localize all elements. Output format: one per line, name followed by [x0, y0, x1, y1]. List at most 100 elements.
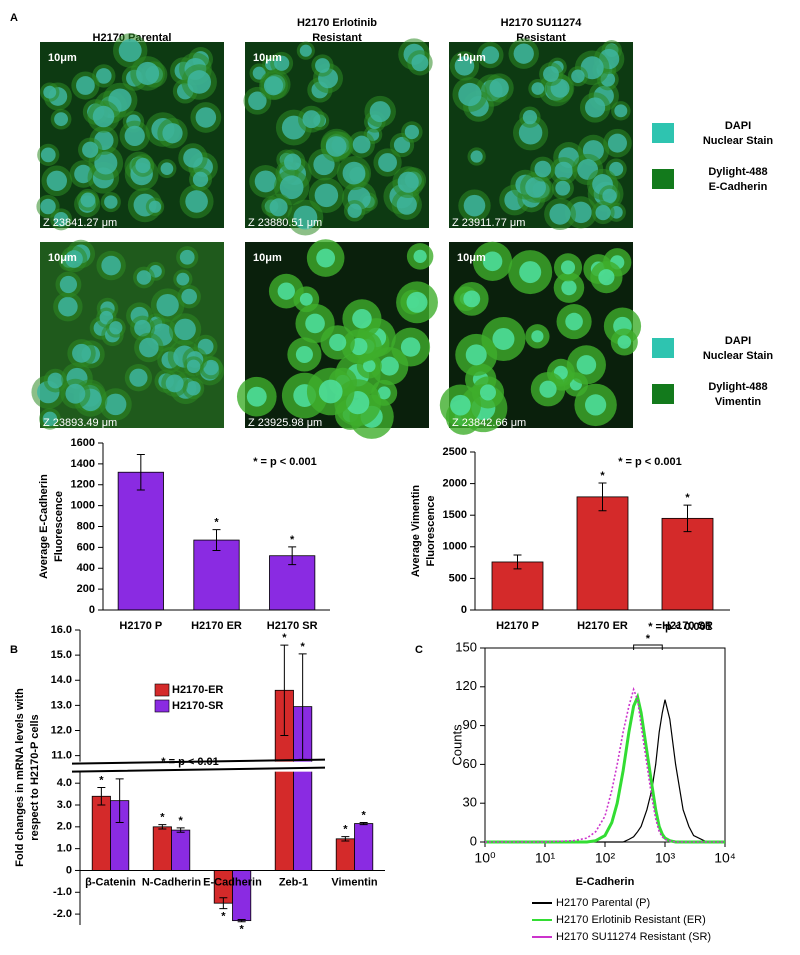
nucleus [139, 337, 159, 358]
nucleus [463, 290, 481, 308]
nucleus [481, 46, 500, 64]
x-axis-label: E-Cadherin [576, 876, 635, 888]
error-bar [237, 919, 246, 923]
legend-label: Nuclear Stain [703, 135, 774, 147]
y-tick-label: 11.0 [51, 750, 72, 762]
z-label: Z 23893.49 μm [43, 417, 117, 429]
y-tick-label: 2500 [443, 446, 467, 458]
bar [354, 823, 374, 871]
nucleus [560, 260, 576, 275]
image-column-title: Resistant [312, 32, 362, 44]
y-tick-label: 1500 [443, 509, 467, 521]
legend-label: H2170 SU11274 Resistant (SR) [556, 931, 711, 943]
error-bar [136, 453, 145, 491]
nucleus [531, 330, 544, 343]
nucleus [543, 66, 559, 83]
nucleus [118, 39, 142, 62]
y-tick-label: 500 [449, 572, 467, 584]
legend-swatch [652, 338, 674, 358]
nucleus [525, 177, 546, 198]
annotation: * = p < 0.001 [253, 456, 317, 468]
nucleus [104, 393, 127, 416]
significance-bracket [633, 644, 663, 650]
nucleus [76, 76, 95, 95]
bar [335, 838, 355, 871]
nucleus [65, 383, 86, 404]
legend-swatch [652, 169, 674, 189]
nucleus [183, 148, 203, 168]
y-tick-label: 30 [463, 795, 477, 810]
nucleus [585, 97, 606, 118]
nucleus [186, 359, 201, 374]
axis-break-lines [71, 758, 326, 773]
nucleus [519, 261, 542, 284]
nucleus [136, 61, 160, 85]
nucleus [397, 171, 419, 193]
nucleus [609, 161, 624, 177]
error-bar [359, 821, 368, 826]
axis-break [70, 761, 385, 772]
y-tick-label: -2.0 [53, 908, 72, 920]
nucleus [450, 394, 471, 416]
nucleus [362, 359, 376, 373]
nucleus [284, 153, 302, 171]
nucleus [531, 82, 545, 95]
legend-label: H2170 Parental (P) [556, 897, 650, 909]
legend-label: DAPI [725, 120, 751, 132]
error-bar [288, 546, 297, 566]
nucleus [43, 85, 57, 99]
x-tick-label: Zeb-1 [279, 876, 308, 888]
nucleus [124, 125, 145, 146]
annotation: * = p < 0.01 [161, 756, 218, 768]
legend-label: H2170-ER [172, 684, 223, 696]
x-tick-label: H2170 ER [577, 620, 628, 632]
nucleus [47, 372, 64, 389]
legend-label: Vimentin [715, 396, 762, 408]
nucleus [465, 344, 487, 366]
nucleus [94, 151, 118, 175]
nucleus [58, 296, 78, 317]
nucleus [534, 160, 552, 178]
nucleus [263, 76, 284, 96]
nucleus [195, 107, 217, 128]
nucleus [565, 312, 583, 331]
y-axis-label: Fold changes in mRNA levels with [14, 688, 26, 867]
nucleus [179, 249, 195, 265]
y-tick-label: 1000 [71, 500, 95, 512]
nucleus [82, 141, 99, 158]
significance-mark: * [301, 641, 306, 653]
x-tick-label: N-Cadherin [142, 876, 202, 888]
significance-mark: * [282, 632, 287, 644]
bar [193, 539, 240, 611]
nucleus [489, 78, 509, 98]
z-label: Z 23842.66 μm [452, 417, 526, 429]
nucleus [203, 359, 219, 376]
nucleus [59, 275, 78, 294]
y-tick-label: 150 [455, 639, 477, 654]
nucleus [411, 54, 429, 72]
nucleus [246, 386, 267, 407]
x-tick-label: H2170 SR [267, 620, 318, 632]
bracket-mark: * [646, 633, 651, 645]
significance-mark: * [160, 812, 165, 824]
nucleus [316, 248, 336, 268]
error-bar [158, 824, 167, 830]
y-tick-label: 16.0 [51, 624, 72, 636]
nucleus [156, 293, 179, 317]
bar [491, 561, 544, 611]
plot-frame [484, 647, 726, 843]
y-tick-label: 12.0 [51, 724, 72, 736]
significance-mark: * [600, 470, 605, 482]
bar [117, 471, 164, 611]
nucleus [598, 269, 615, 286]
legend-label: Nuclear Stain [703, 350, 774, 362]
bar [91, 795, 111, 871]
nucleus [279, 175, 304, 200]
y-tick-label: 4.0 [57, 777, 72, 789]
nucleus [378, 153, 397, 172]
nucleus [65, 250, 83, 268]
legend-swatch [652, 123, 674, 143]
nucleus [522, 110, 538, 125]
y-tick-label: 3.0 [57, 799, 72, 811]
nucleus [570, 201, 592, 224]
